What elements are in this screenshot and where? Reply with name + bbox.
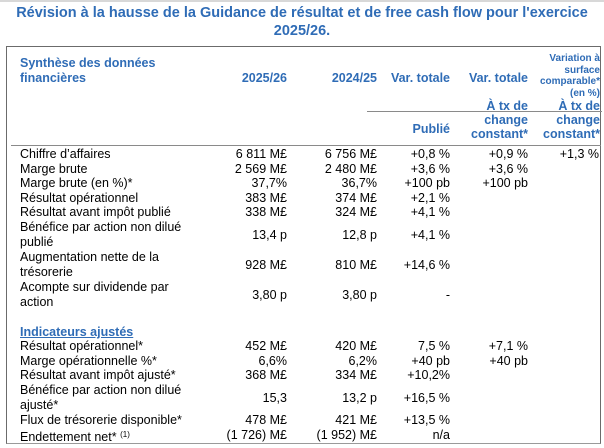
cell-2024-25: 374 M£ bbox=[335, 190, 377, 205]
cell-2024-25: (1 952) M£ bbox=[316, 427, 377, 442]
row-label: Bénéfice par action non dilué ajusté* bbox=[20, 383, 182, 412]
cell-2024-25: 334 M£ bbox=[335, 368, 377, 382]
cell-2025-26: 15,3 bbox=[262, 391, 287, 405]
header-partial-divider bbox=[367, 111, 602, 112]
row-label: Résultat avant impôt ajusté* bbox=[20, 368, 176, 382]
header-sub-constant-2: À tx de change constant* bbox=[543, 99, 600, 141]
header-col-lfl: Variation à surface comparable* (en %) bbox=[539, 53, 600, 99]
cell-2025-26: 3,80 p bbox=[252, 288, 287, 302]
cell-var-publie: +100 pb bbox=[404, 176, 450, 190]
page-title: Révision à la hausse de la Guidance de r… bbox=[0, 4, 604, 40]
cell-var-publie: +40 pb bbox=[411, 353, 450, 368]
cell-var-publie: - bbox=[445, 288, 450, 302]
cell-var-publie: +14,6 % bbox=[403, 258, 450, 272]
cell-var-publie: +16,5 % bbox=[403, 391, 450, 405]
cell-2024-25: 2 480 M£ bbox=[324, 161, 377, 176]
cell-var-constant: +7,1 % bbox=[488, 339, 528, 353]
cell-2025-26: 13,4 p bbox=[252, 228, 287, 242]
cell-lfl: +1,3 % bbox=[559, 147, 599, 161]
cell-var-constant: +3,6 % bbox=[488, 161, 528, 176]
cell-var-constant: +100 pb bbox=[482, 176, 528, 190]
cell-2024-25: 12,8 p bbox=[342, 228, 377, 242]
cell-var-publie: n/a bbox=[432, 427, 450, 442]
row-label: Résultat opérationnel bbox=[20, 190, 139, 205]
cell-var-publie: +0,8 % bbox=[410, 147, 450, 161]
header-col-2025-26: 2025/26 bbox=[241, 71, 287, 85]
row-label: Résultat avant impôt publié bbox=[20, 205, 171, 219]
row-label: Marge opérationnelle %* bbox=[20, 353, 157, 368]
cell-2024-25: 324 M£ bbox=[335, 205, 377, 219]
cell-2024-25: 420 M£ bbox=[335, 339, 377, 353]
cell-2025-26: 452 M£ bbox=[245, 339, 287, 353]
cell-var-publie: +13,5 % bbox=[403, 413, 450, 427]
row-label: Augmentation nette de la trésorerie bbox=[20, 250, 159, 279]
cell-var-publie: 7,5 % bbox=[418, 339, 450, 353]
cell-2024-25: 421 M£ bbox=[335, 413, 377, 427]
row-label: Résultat opérationnel* bbox=[20, 339, 143, 353]
cell-var-constant: +40 pb bbox=[489, 353, 528, 368]
cell-var-publie: +3,6 % bbox=[410, 161, 450, 176]
top-divider bbox=[0, 0, 604, 2]
title-line-2: 2025/26. bbox=[273, 23, 331, 39]
cell-2024-25: 13,2 p bbox=[342, 391, 377, 405]
cell-2024-25: 3,80 p bbox=[342, 288, 377, 302]
header-label: Synthèse des données financières bbox=[20, 56, 156, 85]
row-label: Acompte sur dividende par action bbox=[20, 280, 169, 309]
cell-2025-26: 928 M£ bbox=[245, 258, 287, 272]
cell-2025-26: 2 569 M£ bbox=[234, 161, 287, 176]
cell-2024-25: 36,7% bbox=[341, 176, 377, 190]
header-sub-constant-1: À tx de change constant* bbox=[471, 99, 528, 141]
row-label-text: Endettement net* bbox=[20, 429, 117, 444]
row-label: Flux de trésorerie disponible* bbox=[20, 413, 182, 427]
cell-2025-26: 368 M£ bbox=[245, 368, 287, 382]
cell-2025-26: 37,7% bbox=[251, 176, 287, 190]
cell-var-publie: +4,1 % bbox=[410, 228, 450, 242]
cell-var-constant: +0,9 % bbox=[488, 147, 528, 161]
header-divider bbox=[11, 145, 601, 146]
cell-var-publie: +4,1 % bbox=[410, 205, 450, 219]
cell-2025-26: 478 M£ bbox=[245, 413, 287, 427]
row-label: Endettement net* (1) bbox=[20, 428, 220, 445]
row-label: Marge brute bbox=[20, 161, 88, 176]
cell-var-publie: +2,1 % bbox=[410, 190, 450, 205]
cell-2024-25: 6 756 M£ bbox=[324, 147, 377, 161]
cell-var-publie: +10,2% bbox=[407, 368, 450, 382]
financial-summary-table: Synthèse des données financières 2025/26… bbox=[6, 46, 602, 445]
cell-2024-25: 810 M£ bbox=[335, 258, 377, 272]
footnote-marker: (1) bbox=[120, 429, 130, 439]
title-line-1: Révision à la hausse de la Guidance de r… bbox=[16, 5, 588, 21]
header-col-var-totale: Var. totale bbox=[390, 71, 450, 85]
header-col-2024-25: 2024/25 bbox=[331, 71, 377, 85]
cell-2025-26: 383 M£ bbox=[245, 190, 287, 205]
header-sub-publie: Publié bbox=[412, 122, 450, 136]
cell-2024-25: 6,2% bbox=[348, 353, 378, 368]
cell-2025-26: 338 M£ bbox=[245, 205, 287, 219]
row-label: Bénéfice par action non dilué publié bbox=[20, 220, 182, 249]
row-label: Marge brute (en %)* bbox=[20, 176, 133, 190]
row-label: Chiffre d’affaires bbox=[20, 147, 111, 161]
cell-2025-26: (1 726) M£ bbox=[226, 427, 287, 442]
cell-2025-26: 6,6% bbox=[258, 353, 288, 368]
section-title-adjusted: Indicateurs ajustés bbox=[20, 325, 134, 339]
cell-2025-26: 6 811 M£ bbox=[235, 147, 287, 161]
header-col-var-totale-2: Var. totale bbox=[468, 71, 528, 85]
